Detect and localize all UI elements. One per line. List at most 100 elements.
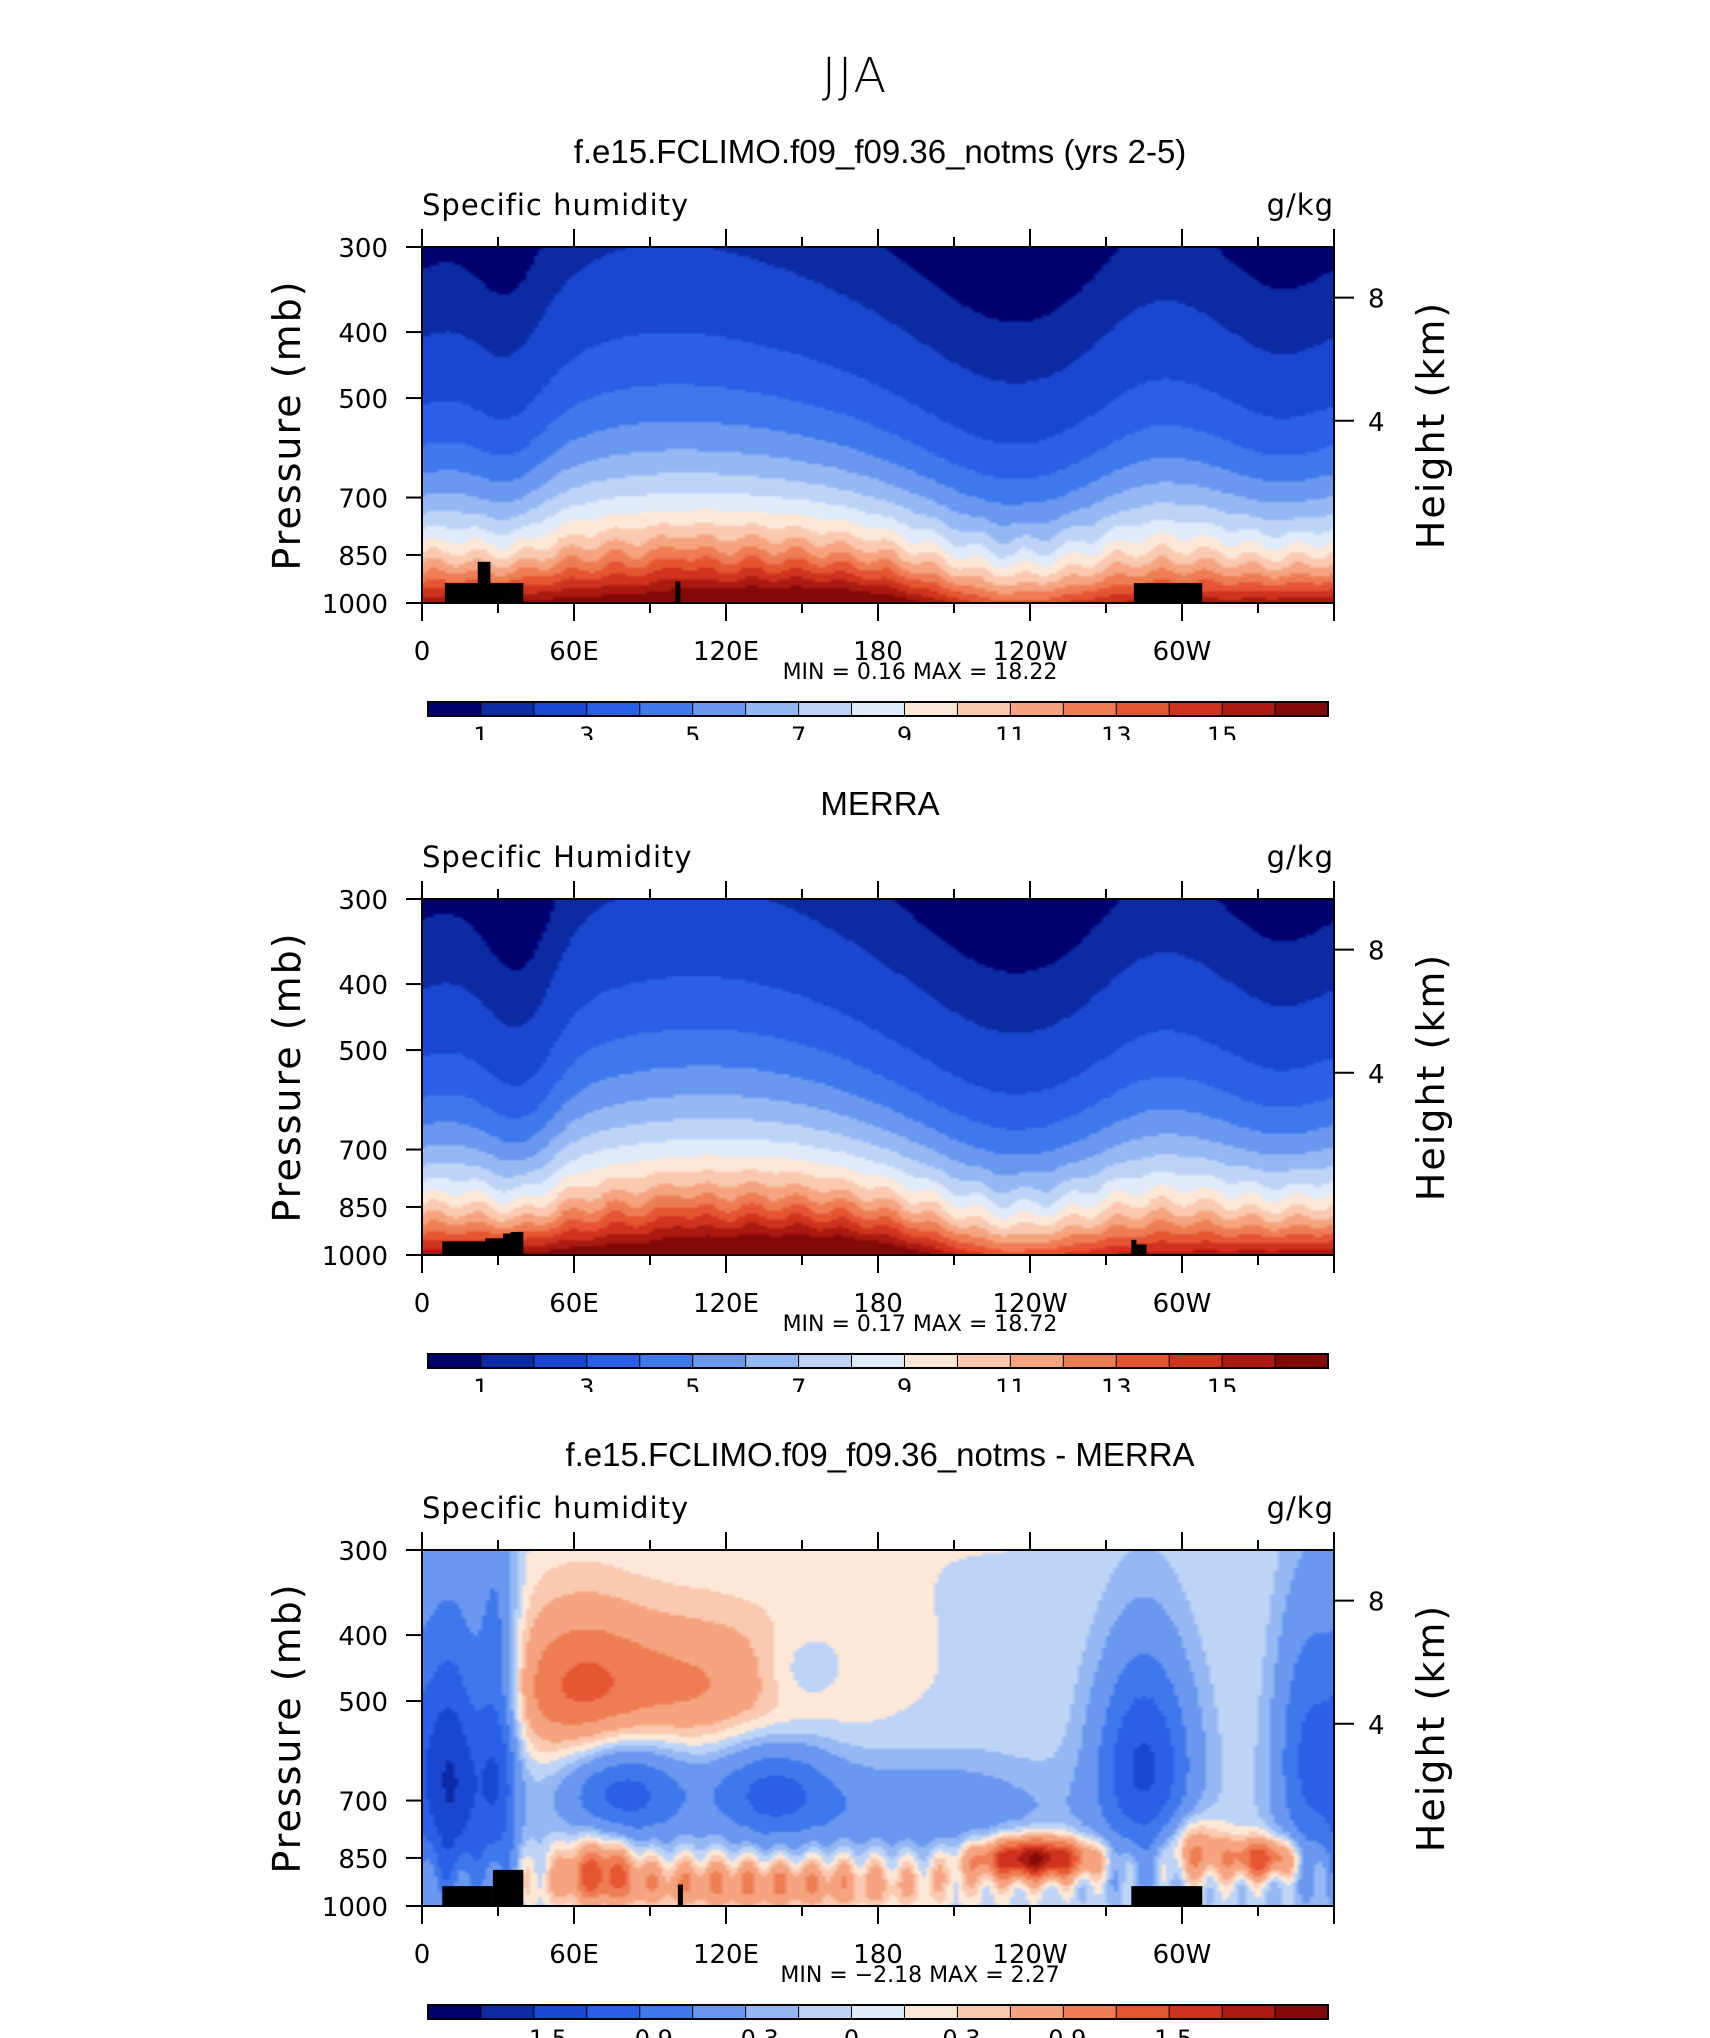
colorbar-swatch bbox=[1115, 2004, 1171, 2020]
colorbar-swatch bbox=[1274, 2004, 1330, 2020]
left-label: Specific humidity bbox=[422, 188, 689, 222]
colorbar-swatch bbox=[1168, 701, 1224, 717]
y-tick-label: 1000 bbox=[322, 1893, 388, 1923]
colorbar-swatch bbox=[1062, 701, 1118, 717]
units-label: g/kg bbox=[1267, 1491, 1334, 1525]
colorbar-swatch bbox=[798, 701, 853, 717]
colorbar-swatch bbox=[1009, 701, 1065, 717]
colorbar-label: 11 bbox=[995, 1374, 1026, 1392]
colorbar-swatch bbox=[1115, 701, 1171, 717]
colorbar-swatch bbox=[956, 1353, 1012, 1369]
colorbar-label: −0.3 bbox=[721, 2025, 779, 2038]
colorbar-swatch bbox=[1168, 2004, 1224, 2020]
colorbar-label: 9 bbox=[897, 1374, 912, 1392]
colorbar-label: −0.9 bbox=[615, 2025, 673, 2038]
y-axis-right-title: Height (km) bbox=[1409, 1604, 1453, 1852]
colorbar-swatch bbox=[745, 701, 800, 717]
y-tick-label: 700 bbox=[338, 1788, 388, 1818]
terrain-block-1 bbox=[485, 1238, 504, 1255]
colorbar-swatch bbox=[903, 2004, 959, 2020]
colorbar-swatch bbox=[1221, 701, 1277, 717]
panel-title-model: f.e15.FCLIMO.f09_f09.36_notms (yrs 2-5) bbox=[573, 133, 1187, 170]
y-tick-label: 1000 bbox=[322, 1242, 388, 1272]
colorbar-swatch bbox=[692, 1353, 747, 1369]
colorbar-swatch bbox=[1009, 2004, 1065, 2020]
x-tick-label: 60W bbox=[1153, 1289, 1212, 1319]
colorbar-swatch bbox=[427, 701, 482, 717]
y-axis-title: Pressure (mb) bbox=[265, 931, 309, 1222]
terrain-block-3 bbox=[675, 581, 681, 603]
colorbar-swatch bbox=[586, 2004, 641, 2020]
x-tick-label: 120W bbox=[992, 637, 1067, 667]
colorbar-label: 9 bbox=[897, 722, 912, 740]
y-tick-label: 300 bbox=[338, 1537, 388, 1567]
x-tick-label: 60W bbox=[1153, 637, 1212, 667]
colorbar-swatch bbox=[533, 1353, 588, 1369]
colorbar-swatch bbox=[1062, 1353, 1118, 1369]
height-tick-label: 4 bbox=[1368, 1060, 1385, 1090]
colorbar-swatch bbox=[639, 701, 694, 717]
y-tick-label: 850 bbox=[338, 1194, 388, 1224]
height-tick-label: 8 bbox=[1368, 937, 1385, 967]
units-label: g/kg bbox=[1267, 840, 1334, 874]
min-max-stats: MIN = −2.18 MAX = 2.27 bbox=[780, 1963, 1059, 1988]
y-axis-right-title: Height (km) bbox=[1409, 301, 1453, 549]
x-tick-label: 0 bbox=[414, 637, 431, 667]
colorbar-swatch bbox=[480, 1353, 535, 1369]
colorbar-label: 3 bbox=[579, 722, 594, 740]
y-tick-label: 400 bbox=[338, 971, 388, 1001]
colorbar-swatch bbox=[1221, 1353, 1277, 1369]
terrain-block-2 bbox=[677, 1884, 683, 1906]
colorbar-swatch bbox=[533, 2004, 588, 2020]
colorbar-swatch bbox=[639, 2004, 694, 2020]
y-axis-title: Pressure (mb) bbox=[265, 279, 309, 570]
colorbar-frame bbox=[427, 2004, 1329, 2020]
height-tick-label: 8 bbox=[1368, 285, 1385, 315]
y-tick-label: 500 bbox=[338, 1037, 388, 1067]
colorbar-label: −1.5 bbox=[509, 2025, 567, 2038]
colorbar-swatch bbox=[745, 2004, 800, 2020]
colorbar-label: 13 bbox=[1101, 1374, 1132, 1392]
colorbar-swatch bbox=[480, 701, 535, 717]
colorbar-label: 1.5 bbox=[1154, 2025, 1192, 2038]
chart-difference-humidity: Specific humidity g/kg3004005007008501000… bbox=[265, 1491, 1453, 2038]
colorbar-label: 3 bbox=[579, 1374, 594, 1392]
terrain-block-2 bbox=[510, 583, 524, 603]
colorbar-label: 5 bbox=[685, 722, 700, 740]
terrain-block-0 bbox=[442, 1886, 493, 1906]
colorbar-label: 0.3 bbox=[942, 2025, 980, 2038]
height-tick-label: 4 bbox=[1368, 408, 1385, 438]
chart-merra-humidity: Specific Humidity g/kg3004005007008501000… bbox=[265, 840, 1453, 1392]
colorbar-swatch bbox=[1062, 2004, 1118, 2020]
y-tick-label: 1000 bbox=[322, 590, 388, 620]
x-tick-label: 0 bbox=[414, 1289, 431, 1319]
colorbar-frame bbox=[427, 701, 1329, 717]
colorbar-swatch bbox=[1009, 1353, 1065, 1369]
colorbar-swatch bbox=[1115, 1353, 1171, 1369]
terrain-block-3 bbox=[1131, 1886, 1203, 1906]
colorbar-label: 5 bbox=[685, 1374, 700, 1392]
colorbar-swatch bbox=[480, 2004, 535, 2020]
colorbar-label: 1 bbox=[473, 1374, 488, 1392]
y-tick-label: 500 bbox=[338, 1688, 388, 1718]
panel-title-merra: MERRA bbox=[820, 785, 940, 822]
terrain-block-4 bbox=[1133, 583, 1203, 603]
terrain-block-1 bbox=[492, 1869, 524, 1906]
x-tick-label: 120W bbox=[992, 1289, 1067, 1319]
colorbar-swatch bbox=[903, 1353, 959, 1369]
terrain-block-4 bbox=[1131, 1239, 1137, 1255]
colorbar-label: 0 bbox=[844, 2025, 859, 2038]
x-tick-label: 180 bbox=[853, 637, 903, 667]
colorbar-swatch bbox=[851, 2004, 906, 2020]
colorbar-swatch bbox=[586, 701, 641, 717]
colorbar-swatch bbox=[1274, 701, 1330, 717]
colorbar-swatch bbox=[427, 1353, 482, 1369]
colorbar-label: 0.9 bbox=[1048, 2025, 1086, 2038]
colorbar-label: 11 bbox=[995, 722, 1026, 740]
y-tick-label: 500 bbox=[338, 385, 388, 415]
y-tick-label: 700 bbox=[338, 1137, 388, 1167]
units-label: g/kg bbox=[1267, 188, 1334, 222]
colorbar-swatch bbox=[956, 701, 1012, 717]
colorbar-swatch bbox=[798, 2004, 853, 2020]
colorbar-swatch bbox=[798, 1353, 853, 1369]
